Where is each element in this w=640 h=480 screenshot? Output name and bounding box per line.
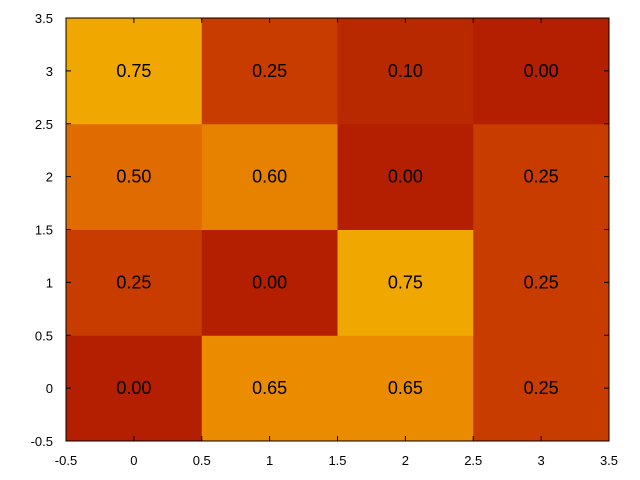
heatmap-cells [66, 18, 610, 442]
heatmap-cell-r1-c3 [473, 229, 610, 336]
y-tick-label-2: 0.5 [35, 328, 53, 343]
x-tick-label-3: 1 [266, 453, 273, 468]
x-tick-label-1: 0 [130, 453, 137, 468]
cell-value-label-r3-c0: 0.75 [116, 61, 151, 81]
heatmap-cell-r3-c2 [337, 18, 474, 125]
cell-value-label-r3-c1: 0.25 [252, 61, 287, 81]
cell-value-label-r2-c1: 0.60 [252, 167, 287, 187]
x-tick-label-7: 3 [538, 453, 545, 468]
cell-value-label-r1-c0: 0.25 [116, 272, 151, 292]
y-tick-label-4: 1.5 [35, 223, 53, 238]
cell-value-label-r2-c0: 0.50 [116, 167, 151, 187]
cell-value-label-r1-c2: 0.75 [388, 272, 423, 292]
heatmap-cell-r1-c1 [201, 229, 338, 336]
heatmap-cell-r1-c2 [337, 229, 474, 336]
cell-value-label-r0-c3: 0.25 [524, 378, 559, 398]
cell-value-label-r3-c3: 0.00 [524, 61, 559, 81]
heatmap-cell-r0-c2 [337, 335, 474, 442]
heatmap-cell-r2-c3 [473, 123, 610, 230]
cell-value-label-r0-c1: 0.65 [252, 378, 287, 398]
y-axis: -0.5 0 0.5 1 1.5 2 2.5 3 3.5 [31, 11, 609, 449]
y-tick-label-8: 3.5 [35, 11, 53, 26]
y-tick-label-5: 2 [46, 170, 53, 185]
y-tick-label-1: 0 [46, 381, 53, 396]
cell-value-label-r0-c0: 0.00 [116, 378, 151, 398]
heatmap-cell-r0-c3 [473, 335, 610, 442]
heatmap-cell-r0-c1 [201, 335, 338, 442]
y-tick-label-0: -0.5 [31, 434, 53, 449]
y-tick-label-3: 1 [46, 275, 53, 290]
x-axis: -0.5 0 0.5 1 1.5 2 2.5 3 3.5 [55, 18, 618, 468]
heatmap-cell-r2-c1 [201, 123, 338, 230]
cell-labels: 0.00 0.65 0.65 0.25 0.25 0.00 0.75 0.25 0.50 0.60… [116, 61, 558, 398]
heatmap-cell-r2-c0 [66, 123, 203, 230]
x-tick-label-4: 1.5 [328, 453, 346, 468]
cell-value-label-r1-c3: 0.25 [524, 272, 559, 292]
y-tick-label-6: 2.5 [35, 117, 53, 132]
x-tick-label-5: 2 [402, 453, 409, 468]
y-tick-label-7: 3 [46, 64, 53, 79]
cell-value-label-r2-c3: 0.25 [524, 167, 559, 187]
cell-value-label-r0-c2: 0.65 [388, 378, 423, 398]
cell-value-label-r2-c2: 0.00 [388, 167, 423, 187]
heatmap-cell-r3-c1 [201, 18, 338, 125]
x-tick-label-0: -0.5 [55, 453, 77, 468]
heatmap-cell-r0-c0 [66, 335, 203, 442]
heatmap-cell-r3-c0 [66, 18, 203, 125]
heatmap-cell-r2-c2 [337, 123, 474, 230]
heatmap-cell-r3-c3 [473, 18, 610, 125]
x-tick-label-2: 0.5 [193, 453, 211, 468]
x-tick-label-6: 2.5 [464, 453, 482, 468]
cell-value-label-r1-c1: 0.00 [252, 272, 287, 292]
cell-value-label-r3-c2: 0.10 [388, 61, 423, 81]
x-tick-label-8: 3.5 [600, 453, 618, 468]
heatmap-cell-r1-c0 [66, 229, 203, 336]
